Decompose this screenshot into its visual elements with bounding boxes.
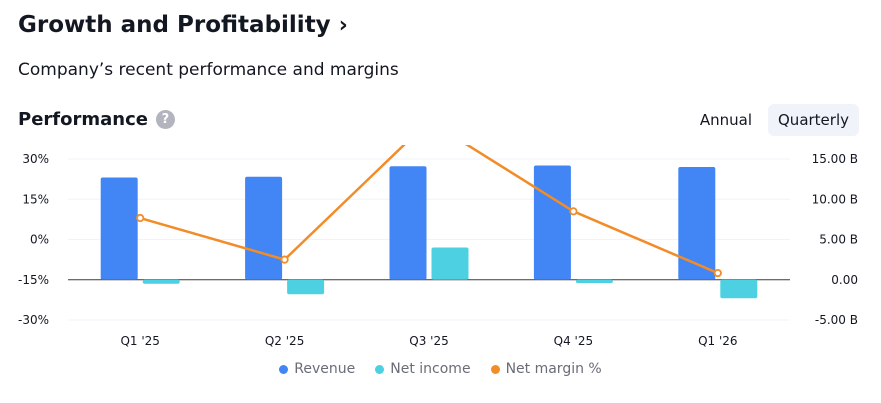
x-axis-tick: Q1 '26 bbox=[698, 334, 737, 348]
performance-heading: Performance ? bbox=[18, 109, 175, 130]
right-axis-tick: -5.00 B bbox=[815, 313, 858, 327]
right-axis-tick: 15.00 B bbox=[812, 152, 858, 166]
net-margin-point bbox=[136, 213, 145, 223]
legend-net-income[interactable]: Net income bbox=[375, 361, 471, 377]
right-axis-tick: 5.00 B bbox=[819, 233, 858, 247]
revenue-bar bbox=[245, 176, 283, 280]
x-axis-tick: Q1 '25 bbox=[120, 334, 159, 348]
net-margin-point bbox=[713, 268, 722, 278]
section-subtitle: Company’s recent performance and margins bbox=[18, 60, 399, 80]
legend-net-margin[interactable]: Net margin % bbox=[490, 361, 602, 377]
performance-chart: 15.00 B 10.00 B 5.00 B 0.00 -5.00 B 30% 15% 0% -… bbox=[18, 145, 858, 348]
legend-revenue[interactable]: Revenue bbox=[279, 361, 355, 377]
revenue-legend-dot bbox=[279, 364, 289, 374]
section-title-link[interactable]: Growth and Profitability › bbox=[18, 12, 348, 38]
annual-button[interactable]: Annual bbox=[699, 111, 752, 129]
revenue-bar bbox=[678, 167, 716, 280]
net-margin-point bbox=[280, 255, 289, 264]
quarterly-button[interactable]: Quarterly bbox=[768, 104, 859, 136]
right-axis-tick: 10.00 B bbox=[812, 192, 858, 206]
net-income-bar bbox=[575, 279, 613, 283]
chevron-right-icon: › bbox=[338, 12, 348, 38]
chart-legend: Revenue Net income Net margin % bbox=[0, 361, 881, 377]
left-axis-tick: 30% bbox=[22, 152, 49, 166]
x-axis-tick: Q4 '25 bbox=[554, 334, 593, 348]
right-axis-tick: 0.00 bbox=[831, 273, 858, 287]
net-margin-point bbox=[569, 207, 578, 216]
net-margin-line bbox=[139, 145, 719, 275]
help-icon[interactable]: ? bbox=[155, 110, 175, 129]
left-axis-tick: 0% bbox=[30, 233, 49, 247]
revenue-bar bbox=[533, 165, 571, 280]
legend-net-margin-label: Net margin % bbox=[505, 361, 602, 377]
period-toggle: Annual Quarterly bbox=[690, 104, 859, 136]
section-title: Growth and Profitability bbox=[18, 12, 331, 38]
left-axis-tick: -30% bbox=[18, 313, 49, 327]
net-margin-legend-dot bbox=[490, 364, 500, 374]
x-axis-tick: Q3 '25 bbox=[409, 334, 448, 348]
net-income-legend-dot bbox=[375, 364, 385, 374]
legend-net-income-label: Net income bbox=[390, 361, 471, 377]
left-axis-tick: 15% bbox=[22, 192, 49, 206]
x-axis-tick: Q2 '25 bbox=[265, 334, 304, 348]
legend-revenue-label: Revenue bbox=[294, 361, 356, 377]
revenue-bar bbox=[100, 177, 138, 280]
left-axis-tick: -15% bbox=[18, 273, 49, 287]
net-income-bar bbox=[431, 247, 469, 280]
performance-title: Performance bbox=[18, 109, 148, 130]
revenue-bar bbox=[389, 166, 427, 280]
net-income-bar bbox=[720, 279, 758, 299]
net-income-bar bbox=[287, 279, 325, 295]
net-income-bar bbox=[142, 279, 180, 284]
